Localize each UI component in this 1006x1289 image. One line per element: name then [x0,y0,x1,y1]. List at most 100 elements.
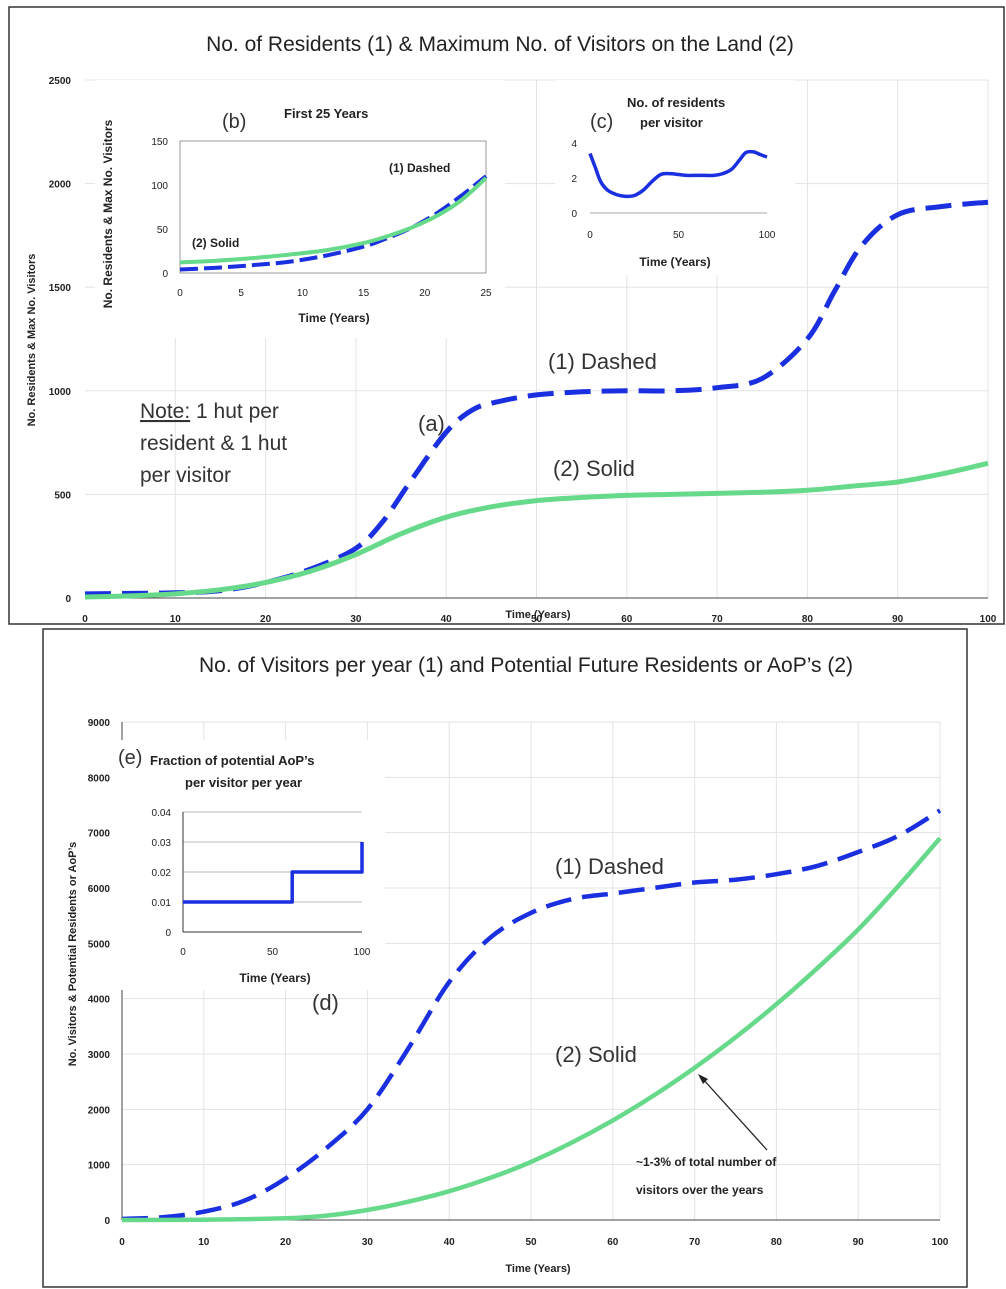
top-x-axis-label: Time (Years) [505,609,571,621]
top-y-tick-label: 1000 [49,387,72,398]
top-dashed-series-line [84,199,989,597]
inset-e-x-axis-label: Time (Years) [239,971,310,985]
inset-c-axes: 0 50 100 0 2 4 [571,139,775,241]
inset-b-x-tick-label: 10 [297,288,309,299]
inset-b-x-tick-label: 0 [177,288,183,299]
bottom-solid-series-line [121,836,942,1223]
inset-e-y-tick-label: 0.04 [152,808,172,819]
note-line-1: 1 hut per [190,400,279,423]
inset-b-dashed-label: (1) Dashed [389,161,450,175]
inset-b-y-axis-label: No. Residents & Max No. Visitors [101,119,115,308]
top-series [84,199,989,600]
top-y-axis-label: No. Residents & Max No. Visitors [26,254,38,427]
bottom-y-tick-label: 9000 [88,718,111,729]
inset-c-y-tick-label: 0 [571,209,577,220]
inset-e-x-tick-label: 100 [354,947,371,958]
annotation-line-1: ~1-3% of total number of [636,1155,777,1169]
inset-b-x-tick-label: 5 [238,288,244,299]
inset-c-title-line-2: per visitor [640,115,703,130]
top-y-tick-label: 0 [65,594,71,605]
inset-b-series [179,174,488,272]
bottom-x-tick-label: 10 [198,1237,210,1248]
inset-e-title-line-1: Fraction of potential AoP’s [150,753,314,768]
panel-c-label: (c) [590,111,613,133]
top-x-tick-label: 80 [802,614,814,625]
top-solid-series-line [84,460,989,600]
annotation-arrow-line [701,1077,768,1151]
inset-b-x-tick-label: 20 [419,288,431,299]
bottom-y-tick-label: 6000 [88,884,111,895]
inset-e-title-line-2: per visitor per year [185,775,302,790]
inset-b-background [95,80,505,338]
bottom-y-tick-label: 3000 [88,1050,111,1061]
top-x-tick-label: 90 [892,614,904,625]
top-x-tick-label: 60 [621,614,633,625]
top-x-tick-label: 50 [531,614,543,625]
bottom-y-tick-label: 7000 [88,829,111,840]
bottom-x-tick-label: 80 [771,1237,783,1248]
bottom-x-axis-label: Time (Years) [505,1263,571,1275]
top-x-tick-label: 40 [441,614,453,625]
top-y-tick-label: 1500 [49,283,72,294]
top-y-tick-label: 2500 [49,76,72,87]
top-x-tick-label: 0 [82,614,88,625]
inset-c-y-tick-label: 4 [571,139,577,150]
bottom-dashed-label: (1) Dashed [555,854,664,879]
bottom-x-tick-label: 90 [853,1237,865,1248]
top-x-tick-label: 30 [350,614,362,625]
inset-b-y-tick-label: 150 [151,137,168,148]
bottom-x-tick-label: 70 [689,1237,701,1248]
inset-e-step-series-line [183,842,364,904]
inset-c-x-tick-label: 50 [673,230,685,241]
inset-e-series [183,842,364,904]
bottom-x-tick-label: 0 [119,1237,125,1248]
inset-b-solid-series-line [179,176,488,265]
top-x-tick-label: 100 [980,614,997,625]
bottom-x-tick-label: 40 [444,1237,456,1248]
inset-b-y-tick-label: 50 [157,225,169,236]
inset-e-y-tick-label: 0.02 [152,868,172,879]
inset-b-x-tick-label: 25 [480,288,492,299]
panel-e-label: (e) [118,747,142,769]
panel-d-label: (d) [312,990,339,1015]
bottom-y-tick-label: 5000 [88,939,111,950]
bottom-y-axis-label: No. Visitors & Potential Residents or Ao… [67,842,79,1067]
annotation-arrow-head [698,1074,708,1084]
inset-e-background [115,740,385,990]
bottom-y-tick-label: 1000 [88,1161,111,1172]
bottom-x-tick-label: 20 [280,1237,292,1248]
top-y-tick-label: 500 [54,490,71,501]
inset-c-title-line-1: No. of residents [627,95,725,110]
inset-c-background [555,80,795,275]
inset-c-x-tick-label: 0 [587,230,593,241]
inset-b-x-axis-label: Time (Years) [298,311,369,325]
bottom-series [121,808,942,1223]
top-solid-label: (2) Solid [553,456,635,481]
inset-b-title: First 25 Years [284,106,368,121]
inset-b-dashed-series-line [179,174,488,272]
top-x-tick-label: 20 [260,614,272,625]
inset-b-plot-frame [179,140,487,274]
bottom-x-tick-label: 50 [525,1237,537,1248]
top-axes: 0 10 20 30 40 50 60 70 80 90 100050010001500200025… [49,76,997,625]
bottom-chart-title: No. of Visitors per year (1) and Potenti… [199,654,853,677]
bottom-y-tick-label: 8000 [88,773,111,784]
inset-b-y-tick-label: 0 [162,269,168,280]
inset-b-y-tick-label: 100 [151,181,168,192]
bottom-solid-label: (2) Solid [555,1042,637,1067]
bottom-x-tick-label: 100 [932,1237,949,1248]
inset-c-series [588,149,768,199]
top-x-tick-label: 10 [170,614,182,625]
inset-b-x-tick-label: 15 [358,288,370,299]
inset-b-axes: 0 5 10 15 20 25 0 50 100 150 [151,137,492,299]
inset-e-x-tick-label: 50 [267,947,279,958]
inset-e-x-tick-label: 0 [180,947,186,958]
top-chart-title: No. of Residents (1) & Maximum No. of Vi… [206,33,794,56]
inset-c-solid-series-line [588,149,768,199]
inset-c-x-axis-label: Time (Years) [639,255,710,269]
inset-e-y-tick-label: 0 [165,928,171,939]
bottom-y-tick-label: 0 [104,1216,110,1227]
annotation-line-2: visitors over the years [636,1183,764,1197]
note-text: Note: 1 hut per [140,400,279,423]
bottom-y-tick-label: 4000 [88,995,111,1006]
